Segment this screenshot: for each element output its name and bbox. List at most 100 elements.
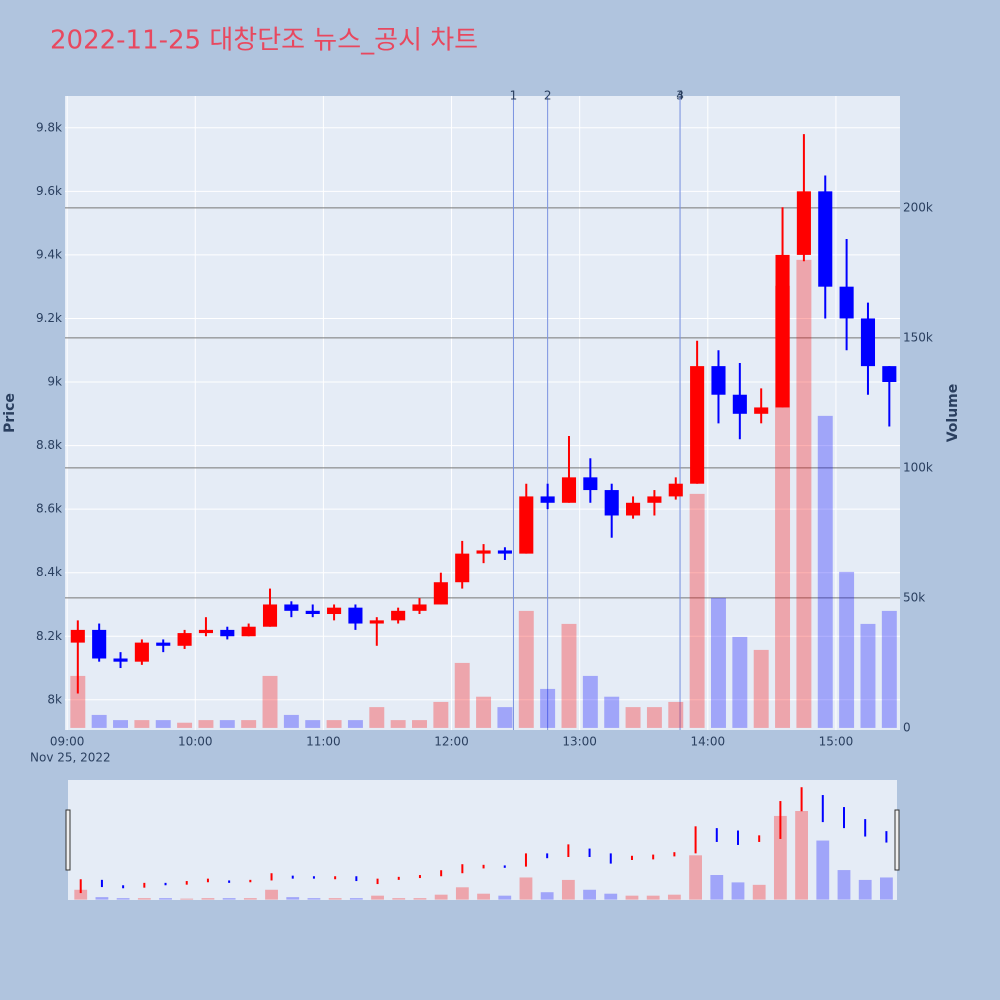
mini-volume-bar [583,889,596,900]
candle-body [305,610,320,615]
chart-title: 2022-11-25 대창단조 뉴스_공시 차트 [50,26,478,56]
volume-bar [390,720,406,728]
volume-bar [412,720,427,728]
range-handle[interactable] [894,809,900,871]
mini-volume-bar [667,894,681,900]
volume-bar [134,720,150,728]
mini-volume-bar [752,884,766,900]
rangeslider-bg[interactable] [68,780,897,900]
mini-volume-bar [243,898,257,900]
candle-body [497,550,512,554]
volume-bar [262,675,278,728]
volume-bar [732,636,748,728]
date-label: Nov 25, 2022 [30,751,111,765]
news-marker-label: 1 [510,89,518,103]
y2-tick-label: 200k [903,200,933,214]
volume-bar [646,707,662,728]
mini-volume-bar [731,882,745,900]
x-tick-label: 15:00 [819,735,854,749]
volume-bar [753,649,769,728]
candle-body [690,366,705,484]
y2-tick-label: 50k [903,590,925,604]
candle-body [70,629,85,643]
volume-bar [219,720,235,728]
volume-bar [711,597,726,728]
volume-bar [369,707,385,728]
mini-volume-bar [604,893,618,900]
volume-bar [70,675,86,728]
mini-volume-bar [816,840,830,900]
y2-tick-label: 150k [903,330,933,344]
mini-volume-bar [795,811,808,900]
mini-volume-bar [625,895,639,900]
mini-volume-bar [286,897,300,900]
volume-bar [305,720,321,728]
volume-bar [326,720,342,728]
candle-body [391,610,406,621]
mini-volume-bar [392,898,406,900]
volume-bar [561,623,577,728]
mini-volume-bar [328,898,342,900]
volume-bar [839,571,855,728]
mini-volume-bar [265,889,278,900]
candle-body [241,626,256,637]
y-axis-title: Price [2,393,18,433]
candle-body [369,620,384,624]
candle-body [818,191,833,287]
candle-body [412,604,427,611]
volume-bar [113,720,128,728]
candle-body [540,496,555,503]
volume-bar [582,675,598,728]
mini-volume-bar [710,874,724,900]
x-tick-label: 09:00 [50,735,85,749]
y-tick-label: 8.8k [36,438,62,452]
candle-body [561,477,577,503]
y2-tick-label: 100k [903,460,933,474]
mini-volume-bar [222,898,236,900]
candle-body [455,553,470,583]
candle-body [583,477,598,491]
mini-volume-bar [201,898,215,900]
y-tick-label: 9.6k [36,184,62,198]
candle-body [775,254,790,408]
mini-volume-bar [159,898,172,900]
candle-body [113,658,128,662]
mini-volume-bar [879,877,893,900]
candle-body [519,496,534,554]
candle-body [262,604,278,627]
volume-bar [625,707,641,728]
candle-body [92,629,107,659]
candle-body [134,642,149,662]
mini-volume-bar [95,897,109,900]
candle-body [882,366,897,383]
volume-bar [91,714,107,728]
mini-volume-bar [116,898,130,900]
volume-bar [668,701,684,728]
mini-volume-bar [413,898,427,900]
mini-volume-bar [837,870,851,900]
y-tick-label: 9k [47,375,62,389]
x-tick-label: 14:00 [691,735,726,749]
candle-body [476,550,491,554]
news-marker-label: 3 [676,89,684,103]
mini-volume-bar [455,887,469,900]
candle-body [839,286,854,319]
y-tick-label: 9.4k [36,247,62,261]
range-handle[interactable] [65,809,71,871]
y-tick-label: 8.4k [36,565,62,579]
y-tick-label: 8.2k [36,629,62,643]
mini-volume-bar [646,895,660,900]
x-tick-label: 11:00 [306,735,341,749]
volume-bar [540,688,556,728]
volume-bar [283,714,299,728]
candle-body [220,629,235,637]
candle-body [732,394,747,414]
volume-bar [817,415,833,728]
volume-bar [433,701,449,728]
mini-volume-bar [498,895,512,900]
candle-body [156,642,171,646]
volume-bar [518,610,534,728]
candle-body [796,191,811,255]
candle-body [647,496,662,503]
